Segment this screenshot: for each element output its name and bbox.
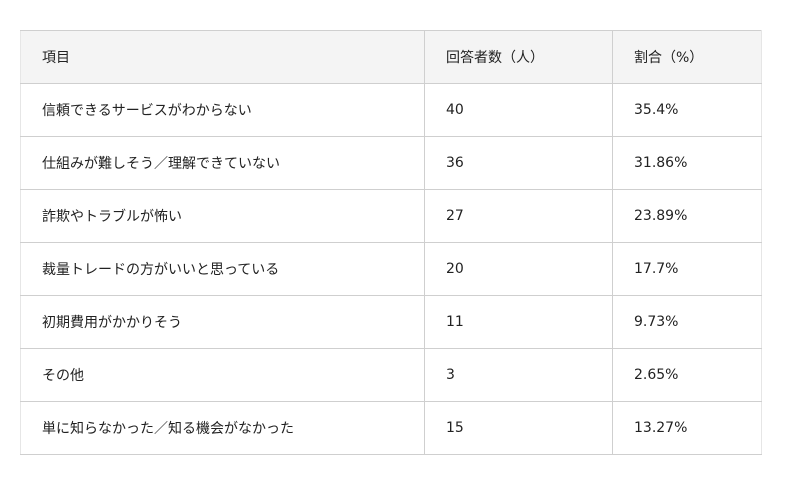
table-row: 裁量トレードの方がいいと思っている 20 17.7% xyxy=(20,242,762,296)
cell-respondents: 36 xyxy=(424,136,613,190)
cell-item: 信頼できるサービスがわからない xyxy=(20,83,425,137)
header-percentage: 割合（%） xyxy=(612,30,762,84)
table-row: 信頼できるサービスがわからない 40 35.4% xyxy=(20,83,762,137)
table-row: 詐欺やトラブルが怖い 27 23.89% xyxy=(20,189,762,243)
cell-respondents: 27 xyxy=(424,189,613,243)
cell-respondents: 20 xyxy=(424,242,613,296)
survey-table: 項目 回答者数（人） 割合（%） 信頼できるサービスがわからない 40 35.4% 仕… xyxy=(20,30,762,455)
table-row: 仕組みが難しそう／理解できていない 36 31.86% xyxy=(20,136,762,190)
cell-percentage: 2.65% xyxy=(612,348,762,402)
header-item: 項目 xyxy=(20,30,425,84)
cell-item: 裁量トレードの方がいいと思っている xyxy=(20,242,425,296)
cell-respondents: 40 xyxy=(424,83,613,137)
table-row: その他 3 2.65% xyxy=(20,348,762,402)
cell-item: 初期費用がかかりそう xyxy=(20,295,425,349)
cell-item: 仕組みが難しそう／理解できていない xyxy=(20,136,425,190)
cell-percentage: 9.73% xyxy=(612,295,762,349)
cell-item: その他 xyxy=(20,348,425,402)
cell-item: 単に知らなかった／知る機会がなかった xyxy=(20,401,425,455)
cell-percentage: 17.7% xyxy=(612,242,762,296)
table-row: 初期費用がかかりそう 11 9.73% xyxy=(20,295,762,349)
cell-percentage: 35.4% xyxy=(612,83,762,137)
cell-item: 詐欺やトラブルが怖い xyxy=(20,189,425,243)
cell-percentage: 31.86% xyxy=(612,136,762,190)
header-respondents: 回答者数（人） xyxy=(424,30,613,84)
table-header-row: 項目 回答者数（人） 割合（%） xyxy=(20,30,762,84)
cell-respondents: 3 xyxy=(424,348,613,402)
cell-respondents: 15 xyxy=(424,401,613,455)
cell-percentage: 13.27% xyxy=(612,401,762,455)
cell-percentage: 23.89% xyxy=(612,189,762,243)
cell-respondents: 11 xyxy=(424,295,613,349)
table-row: 単に知らなかった／知る機会がなかった 15 13.27% xyxy=(20,401,762,455)
